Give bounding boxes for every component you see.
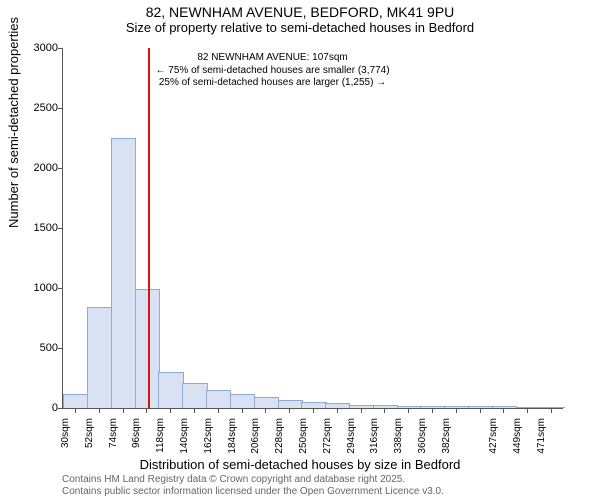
- histogram-bar: [111, 138, 136, 408]
- x-tick-mark: [218, 408, 219, 413]
- annotation-line-3: 25% of semi-detached houses are larger (…: [156, 77, 390, 90]
- chart-plot-area: 82 NEWNHAM AVENUE: 107sqm ← 75% of semi-…: [62, 48, 563, 409]
- x-tick-mark: [408, 408, 409, 413]
- x-tick-label: 427sqm: [488, 418, 499, 454]
- histogram-bar: [87, 307, 112, 408]
- x-tick-label: 96sqm: [131, 418, 142, 448]
- x-tick-label: 471sqm: [536, 418, 547, 454]
- x-tick-label: 294sqm: [346, 418, 357, 454]
- annotation-line-1: 82 NEWNHAM AVENUE: 107sqm: [156, 52, 390, 65]
- y-tick-mark: [58, 408, 63, 409]
- x-tick-label: 118sqm: [155, 418, 166, 453]
- x-tick-label: 382sqm: [441, 418, 452, 454]
- x-tick-label: 449sqm: [512, 418, 523, 454]
- chart-title: 82, NEWNHAM AVENUE, BEDFORD, MK41 9PU: [0, 4, 600, 20]
- x-tick-mark: [99, 408, 100, 413]
- y-tick-label: 2500: [18, 102, 58, 114]
- histogram-bar: [468, 406, 493, 408]
- histogram-bar: [230, 394, 255, 408]
- histogram-bar: [254, 397, 279, 408]
- x-tick-mark: [194, 408, 195, 413]
- x-tick-label: 74sqm: [108, 418, 119, 448]
- histogram-bar: [278, 400, 303, 408]
- x-tick-mark: [503, 408, 504, 413]
- histogram-bar: [325, 403, 350, 408]
- y-tick-label: 1500: [18, 222, 58, 234]
- chart-subtitle: Size of property relative to semi-detach…: [0, 20, 600, 35]
- x-tick-mark: [146, 408, 147, 413]
- x-tick-mark: [527, 408, 528, 413]
- x-tick-label: 338sqm: [393, 418, 404, 454]
- histogram-bar: [158, 372, 183, 408]
- x-tick-label: 228sqm: [274, 418, 285, 454]
- x-tick-label: 272sqm: [322, 418, 333, 454]
- x-tick-mark: [123, 408, 124, 413]
- footer-line-1: Contains HM Land Registry data © Crown c…: [62, 474, 444, 486]
- x-axis-label: Distribution of semi-detached houses by …: [0, 457, 600, 472]
- y-tick-label: 2000: [18, 162, 58, 174]
- x-tick-label: 162sqm: [203, 418, 214, 454]
- x-tick-mark: [75, 408, 76, 413]
- x-tick-label: 250sqm: [298, 418, 309, 454]
- x-tick-label: 206sqm: [250, 418, 261, 454]
- y-tick-mark: [58, 48, 63, 49]
- x-tick-label: 30sqm: [60, 418, 71, 448]
- x-tick-mark: [384, 408, 385, 413]
- reference-line: [148, 48, 150, 408]
- x-tick-label: 316sqm: [369, 418, 380, 454]
- x-tick-mark: [551, 408, 552, 413]
- x-tick-mark: [265, 408, 266, 413]
- y-tick-mark: [58, 228, 63, 229]
- footer-line-2: Contains public sector information licen…: [62, 486, 444, 498]
- chart-footer: Contains HM Land Registry data © Crown c…: [62, 474, 444, 498]
- x-tick-mark: [170, 408, 171, 413]
- x-tick-mark: [337, 408, 338, 413]
- x-tick-mark: [432, 408, 433, 413]
- y-tick-label: 3000: [18, 42, 58, 54]
- y-tick-mark: [58, 288, 63, 289]
- histogram-bar: [63, 394, 88, 408]
- x-tick-mark: [361, 408, 362, 413]
- x-tick-label: 184sqm: [227, 418, 238, 454]
- annotation-line-2: ← 75% of semi-detached houses are smalle…: [156, 65, 390, 78]
- x-tick-mark: [313, 408, 314, 413]
- x-tick-mark: [242, 408, 243, 413]
- x-tick-mark: [289, 408, 290, 413]
- histogram-bar: [444, 406, 469, 408]
- x-tick-label: 360sqm: [417, 418, 428, 454]
- histogram-bar: [182, 383, 207, 408]
- y-tick-mark: [58, 108, 63, 109]
- x-tick-mark: [456, 408, 457, 413]
- y-tick-label: 0: [18, 402, 58, 414]
- reference-annotation: 82 NEWNHAM AVENUE: 107sqm ← 75% of semi-…: [156, 52, 390, 90]
- histogram-bar: [206, 390, 231, 408]
- x-tick-label: 140sqm: [179, 418, 190, 454]
- y-tick-label: 1000: [18, 282, 58, 294]
- y-tick-mark: [58, 168, 63, 169]
- y-tick-mark: [58, 348, 63, 349]
- x-tick-mark: [480, 408, 481, 413]
- y-tick-label: 500: [18, 342, 58, 354]
- x-tick-label: 52sqm: [84, 418, 95, 448]
